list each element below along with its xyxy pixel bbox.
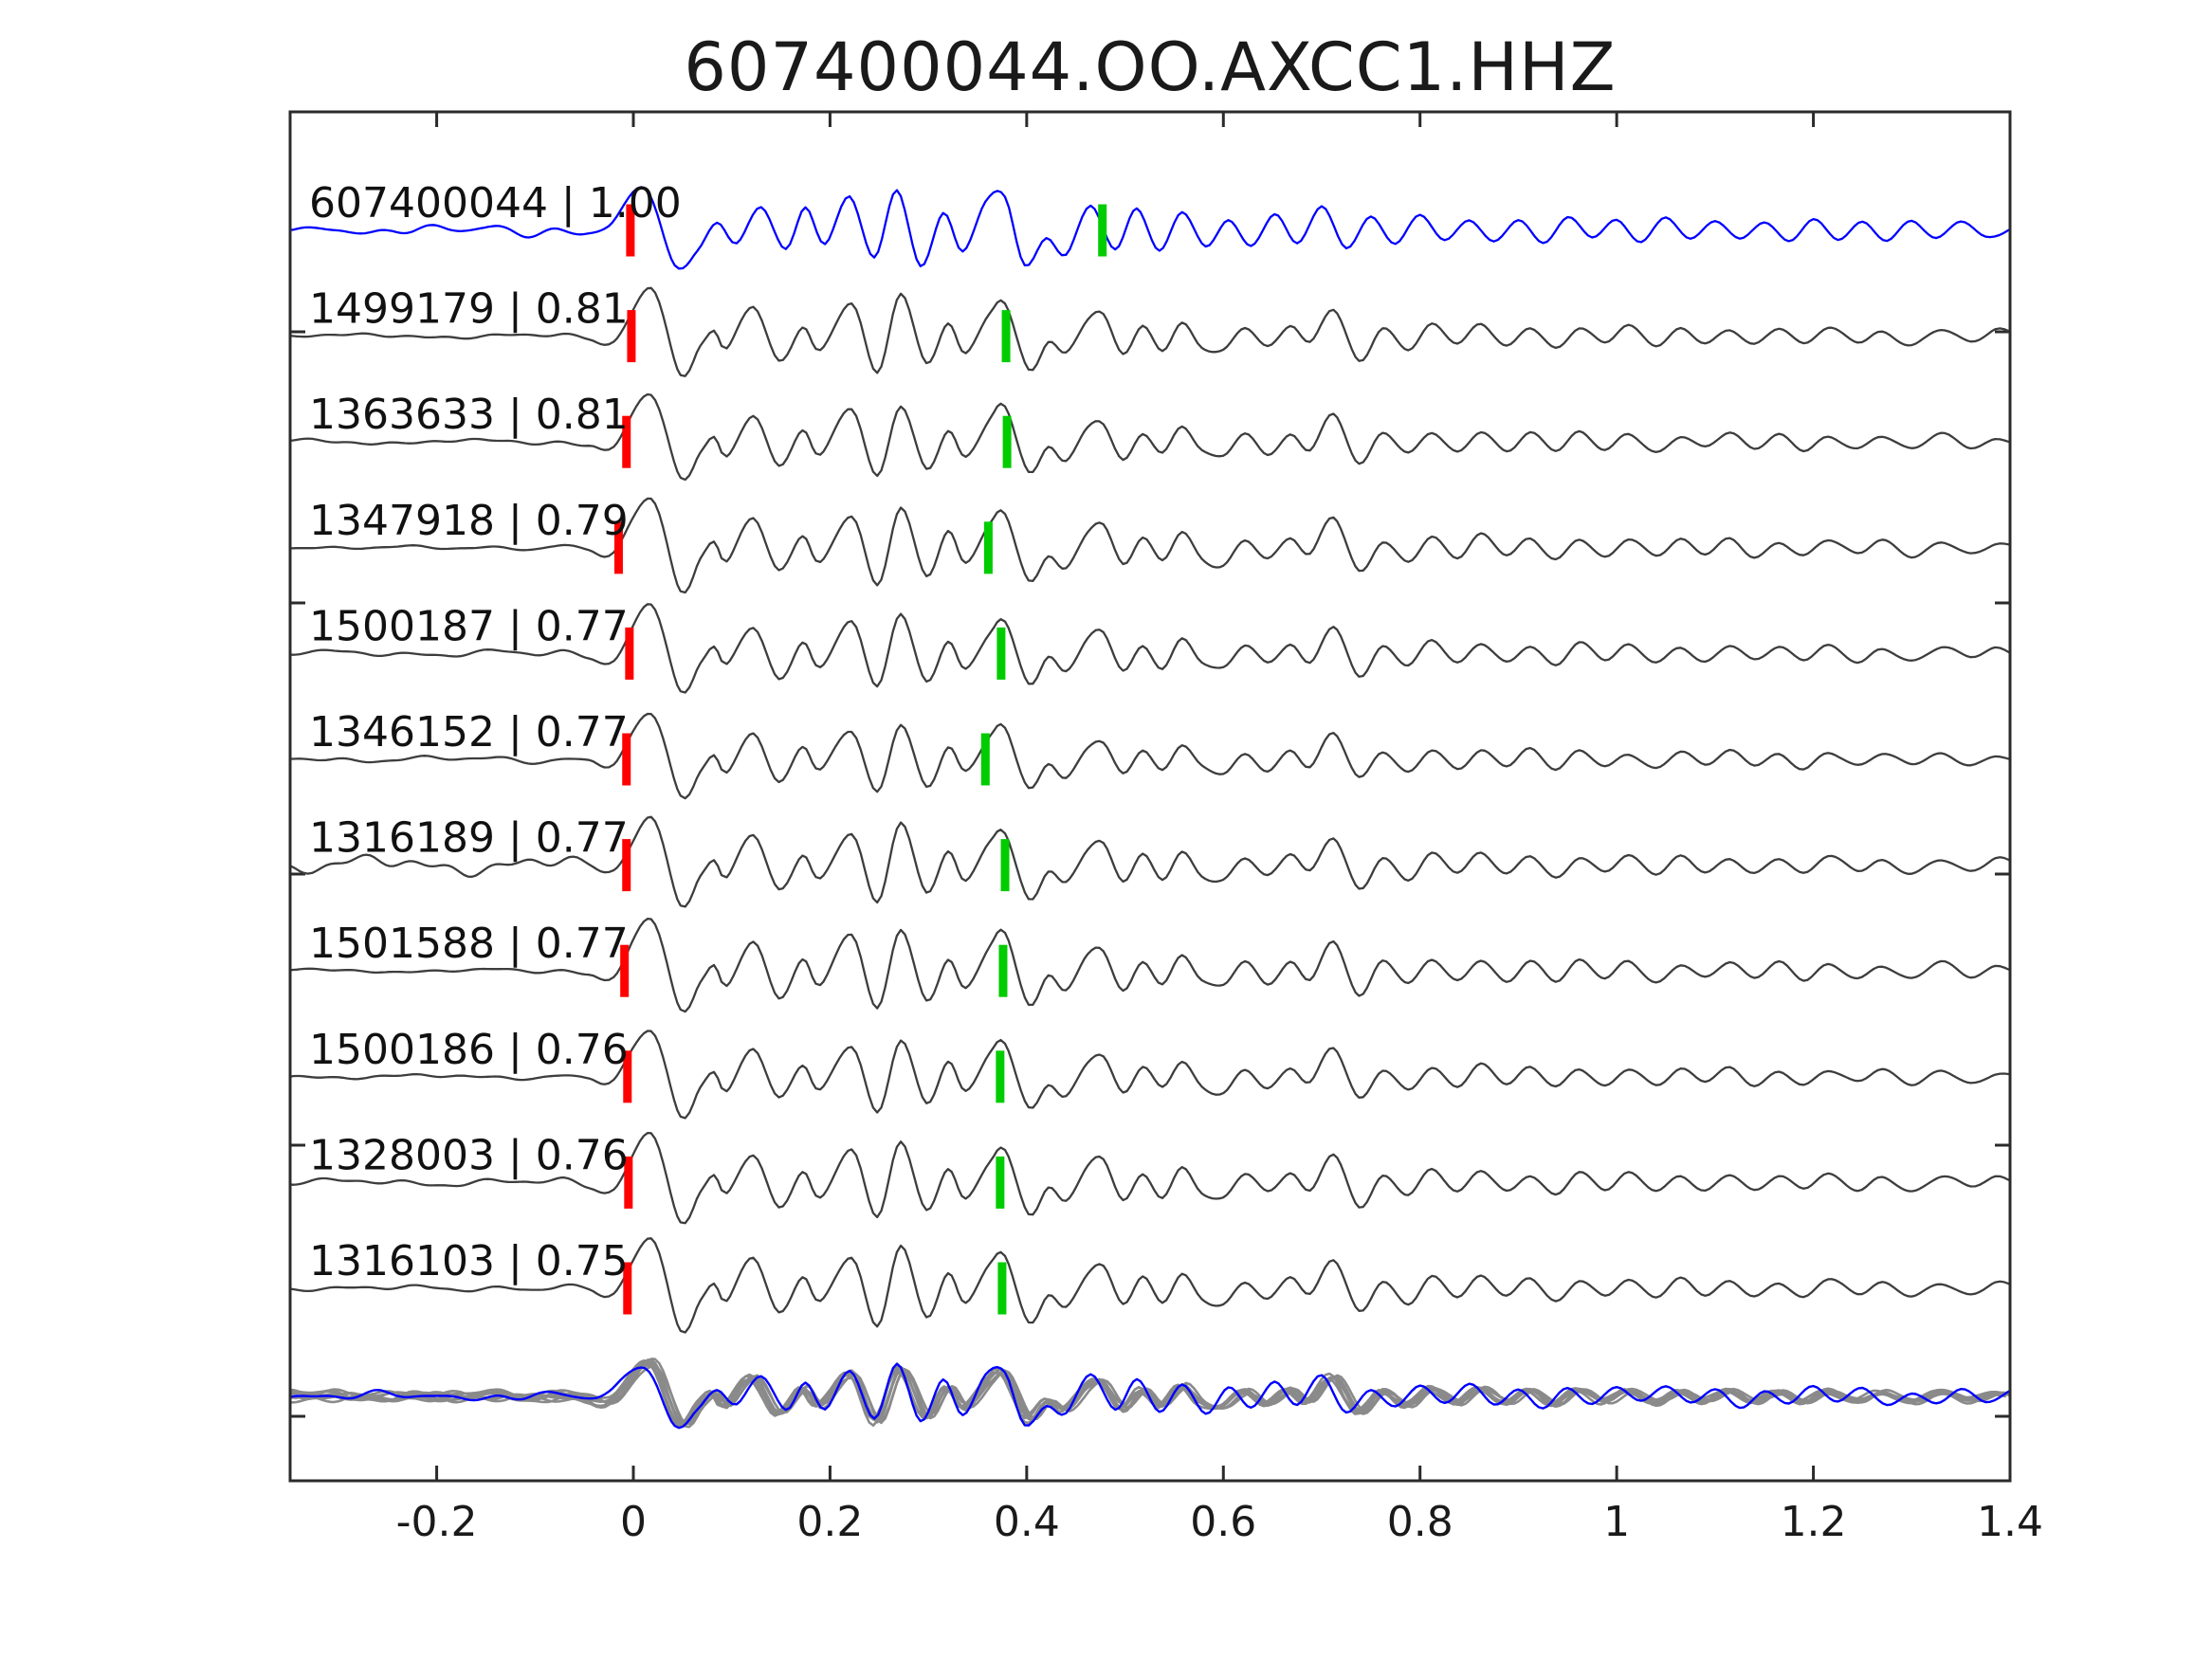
trace-label: 1347918 | 0.79 (309, 497, 629, 545)
green-pick-marker (983, 521, 993, 574)
trace-label: 1499179 | 0.81 (309, 285, 629, 334)
trace-label: 1316189 | 0.77 (309, 814, 629, 863)
red-pick-marker (623, 1050, 632, 1103)
trace-waveform (291, 497, 2009, 594)
x-tick-label: 0.6 (1190, 1498, 1256, 1546)
red-pick-marker (620, 944, 630, 997)
green-pick-marker (996, 627, 1006, 680)
trace-label: 1316103 | 0.75 (309, 1237, 629, 1285)
trace-waveform (291, 1237, 2009, 1334)
trace-waveform (291, 603, 2009, 694)
x-tick-label: 0.8 (1387, 1498, 1453, 1546)
green-pick-marker (997, 1262, 1007, 1315)
red-pick-marker (623, 1262, 632, 1315)
red-pick-marker (622, 839, 631, 892)
x-tick-label: 0.2 (796, 1498, 863, 1546)
green-pick-marker (1001, 310, 1011, 363)
x-tick-label: 0 (620, 1498, 647, 1546)
red-pick-marker (622, 415, 631, 468)
red-pick-marker (627, 310, 636, 363)
red-pick-marker (626, 204, 635, 257)
red-pick-marker (613, 521, 623, 574)
trace-waveform (291, 1030, 2009, 1120)
green-pick-marker (996, 1156, 1005, 1209)
trace-label: 1328003 | 0.76 (309, 1131, 629, 1179)
trace-label: 1501588 | 0.77 (309, 920, 629, 968)
plot-border (288, 110, 2012, 1483)
overlay-waveform (291, 1358, 2009, 1427)
green-pick-marker (1000, 839, 1010, 892)
figure-title: 607400044.OO.AXCC1.HHZ (684, 28, 1617, 106)
red-pick-marker (625, 627, 634, 680)
trace-waveform (291, 918, 2009, 1013)
x-tick-label: 0.4 (994, 1498, 1060, 1546)
red-pick-marker (622, 733, 631, 786)
trace-label: 1346152 | 0.77 (309, 708, 629, 757)
green-pick-marker (1098, 204, 1107, 257)
trace-label: 1363633 | 0.81 (309, 391, 629, 439)
x-tick-label: 1.2 (1781, 1498, 1847, 1546)
green-pick-marker (1002, 415, 1012, 468)
trace-label: 607400044 | 1.00 (309, 179, 682, 228)
trace-waveform (291, 286, 2009, 377)
green-pick-marker (998, 944, 1008, 997)
red-pick-marker (624, 1156, 633, 1209)
overlay-template-waveform (291, 1362, 2009, 1430)
trace-waveform (291, 392, 2009, 482)
x-tick-label: 1 (1603, 1498, 1630, 1546)
green-pick-marker (980, 733, 990, 786)
trace-label: 1500187 | 0.77 (309, 602, 629, 650)
green-pick-marker (996, 1050, 1005, 1103)
x-tick-label: -0.2 (396, 1498, 478, 1546)
trace-waveform (291, 1131, 2009, 1225)
x-tick-label: 1.4 (1977, 1498, 2043, 1546)
trace-waveform (291, 186, 2009, 270)
trace-waveform (291, 815, 2009, 908)
trace-waveform (291, 712, 2009, 800)
trace-label: 1500186 | 0.76 (309, 1026, 629, 1074)
